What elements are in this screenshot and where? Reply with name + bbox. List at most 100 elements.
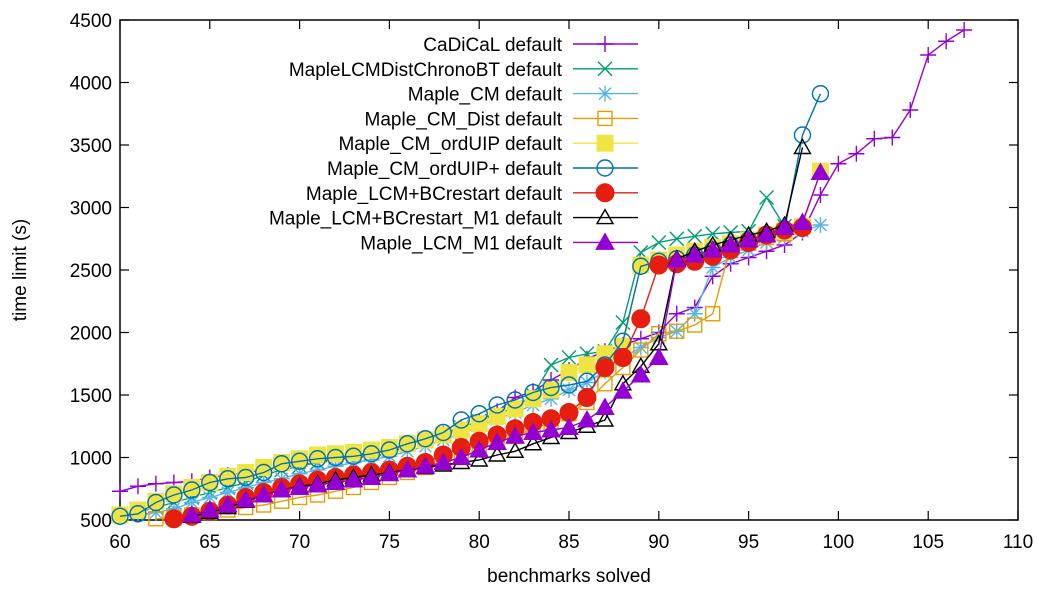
series-layer (111, 22, 973, 529)
data-point (866, 130, 883, 147)
data-point (541, 419, 561, 438)
data-point (362, 441, 380, 459)
y-tick-label: 3000 (70, 199, 112, 220)
data-point (147, 504, 164, 521)
x-tick-label: 85 (558, 532, 579, 553)
data-point (488, 396, 506, 414)
legend-item: Maple_LCM+BCrestart default (306, 183, 638, 205)
legend-marker (597, 36, 613, 52)
data-point (756, 224, 777, 243)
x-axis-ticks: 60 65 70 75 80 85 90 95 100 105 110 (109, 20, 1033, 553)
data-point (686, 305, 703, 322)
data-point (183, 494, 200, 511)
data-point (793, 126, 812, 144)
data-point (578, 356, 596, 374)
x-axis-title: benchmarks solved (487, 566, 651, 587)
data-point (291, 465, 308, 482)
data-point (523, 434, 543, 451)
y-tick-label: 4500 (70, 11, 112, 32)
data-point (595, 397, 615, 415)
data-point (344, 444, 362, 461)
data-point (164, 509, 184, 529)
y-tick-label: 2500 (70, 261, 112, 282)
data-point (651, 235, 667, 250)
data-point (469, 450, 489, 467)
data-point (559, 417, 579, 435)
data-point (452, 411, 470, 429)
data-point (379, 463, 400, 482)
legend-marker (595, 232, 615, 250)
data-point (165, 486, 183, 504)
legend-label: Maple_CM_ordUIP default (338, 134, 562, 155)
data-point (289, 477, 310, 495)
data-point (938, 33, 955, 50)
data-point (254, 463, 273, 482)
data-point (433, 452, 454, 470)
data-point (343, 469, 364, 488)
legend-item: Maple_CM_ordUIP default (338, 134, 638, 155)
legend-item: CaDiCaL default (423, 35, 638, 56)
data-point (183, 481, 201, 499)
data-point (147, 475, 164, 492)
data-point (578, 374, 595, 391)
x-tick-label: 105 (912, 532, 944, 553)
series-5 (111, 162, 829, 524)
data-point (129, 505, 147, 523)
data-point (668, 305, 685, 322)
data-point (669, 323, 685, 339)
data-point (560, 376, 578, 394)
data-point (704, 259, 721, 276)
y-tick-label: 500 (80, 511, 112, 532)
data-point (272, 455, 291, 473)
data-point (309, 446, 327, 464)
data-point (524, 383, 542, 402)
data-point (487, 432, 508, 450)
data-point (560, 364, 578, 381)
data-point (830, 155, 847, 172)
data-point (793, 138, 812, 155)
legend-label: Maple_LCM+BCrestart_M1 default (269, 209, 563, 230)
data-point (543, 357, 559, 373)
data-point (704, 306, 721, 322)
legend-label: Maple_CM_ordUIP+ default (327, 159, 563, 180)
data-point (577, 388, 597, 407)
data-point (595, 358, 615, 377)
legend-item: Maple_CM default (408, 85, 638, 106)
data-point (543, 390, 560, 407)
x-tick-label: 110 (1003, 532, 1033, 553)
data-point (345, 454, 362, 471)
data-point (219, 484, 236, 501)
data-point (884, 129, 901, 146)
data-point (505, 426, 525, 444)
data-point (111, 507, 129, 525)
data-point (327, 445, 345, 463)
data-point (398, 435, 417, 453)
data-point (112, 483, 128, 500)
data-point (308, 450, 327, 468)
legend-item: Maple_CM_ordUIP+ default (327, 159, 638, 180)
data-point (632, 257, 650, 275)
data-point (687, 228, 703, 244)
data-point (720, 234, 741, 253)
data-point (648, 347, 669, 365)
data-point (271, 479, 292, 498)
data-point (630, 364, 651, 383)
legend-marker (595, 208, 615, 225)
legend-item: Maple_CM_Dist default (365, 109, 638, 130)
legend-label: MapleLCMDistChronoBT default (289, 60, 563, 81)
x-tick-label: 65 (199, 532, 220, 553)
data-point (613, 348, 633, 367)
series-9 (181, 162, 831, 523)
data-point (309, 462, 326, 478)
data-point (613, 381, 633, 399)
y-tick-label: 2000 (70, 324, 112, 345)
legend-marker (595, 183, 615, 203)
data-point (631, 309, 651, 329)
data-point (810, 162, 831, 180)
data-point (487, 445, 507, 462)
data-point (920, 47, 937, 63)
data-point (327, 458, 344, 475)
data-point (199, 499, 220, 518)
data-point (684, 244, 705, 263)
data-point (255, 459, 273, 476)
